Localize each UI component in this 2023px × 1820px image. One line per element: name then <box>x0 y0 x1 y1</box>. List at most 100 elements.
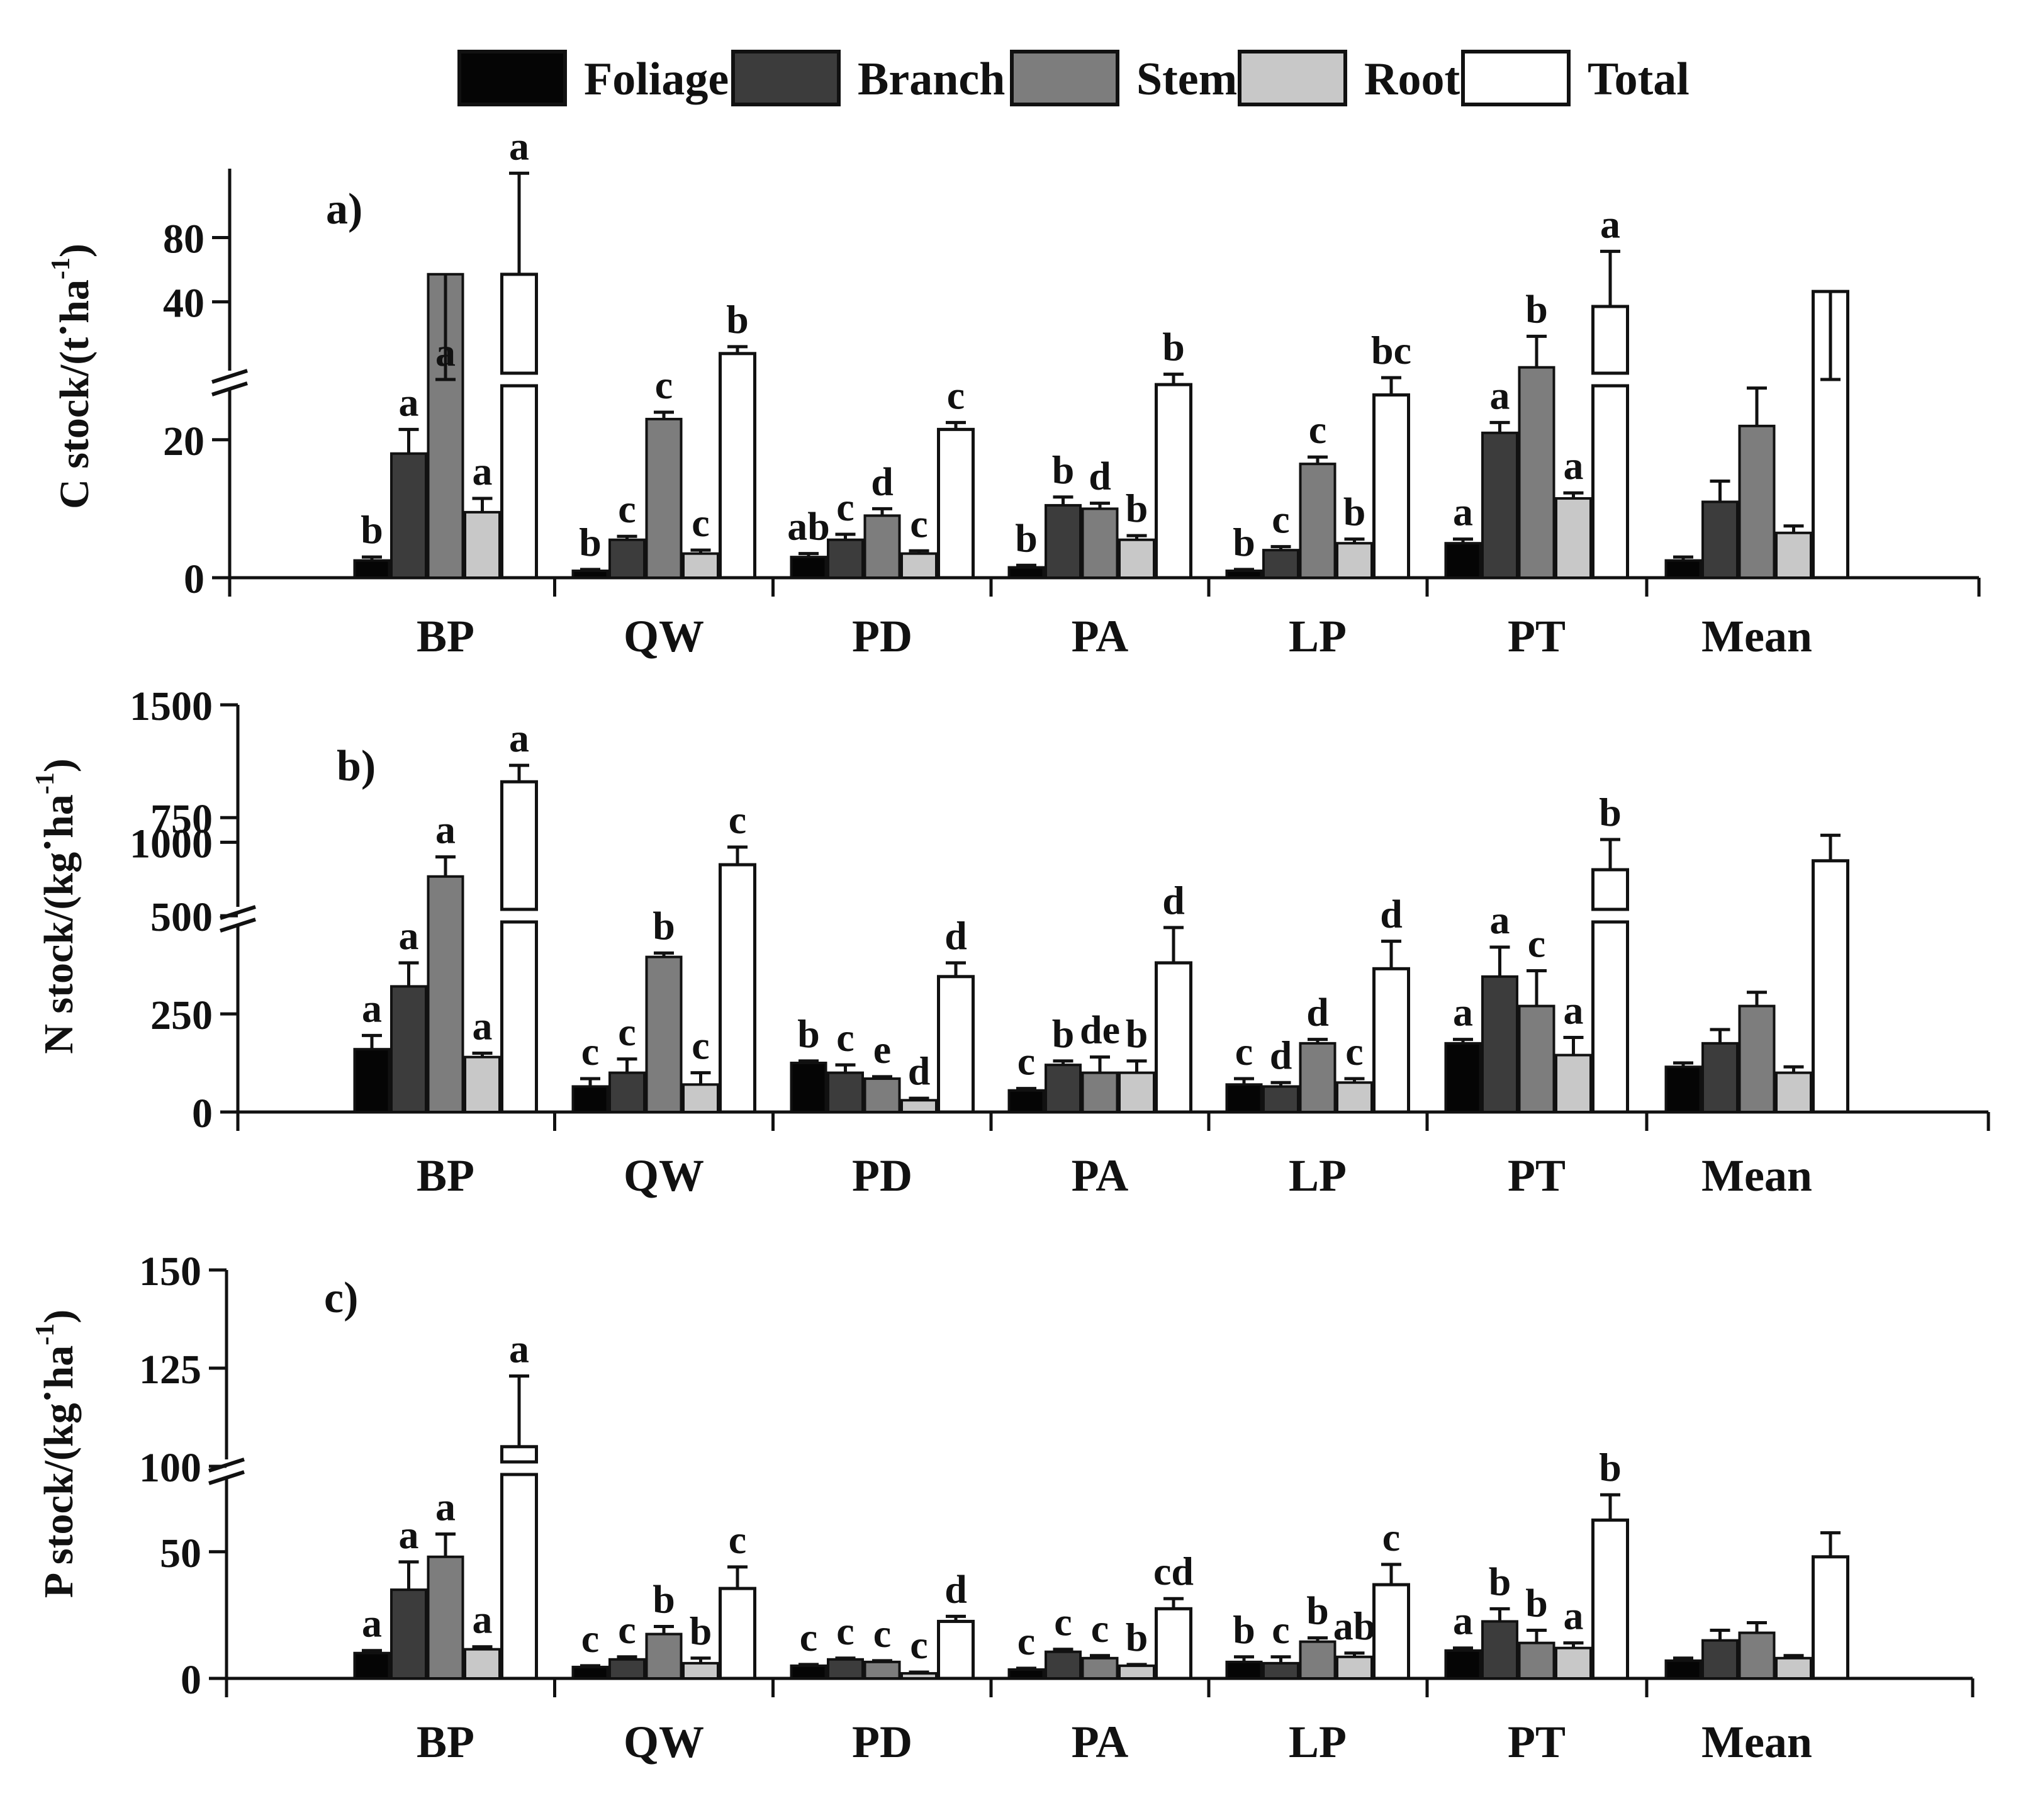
legend-swatch-total <box>1461 50 1571 106</box>
bar-branch <box>827 1071 864 1113</box>
bar-foliage <box>790 1664 827 1680</box>
y-tick-label: 1500 <box>130 683 213 729</box>
y-tick-label: 750 <box>150 796 213 842</box>
significance-letter: a <box>435 1485 456 1529</box>
panel-label: b) <box>337 742 376 790</box>
significance-letter: b <box>797 1011 820 1056</box>
bar-stem <box>1299 1042 1337 1113</box>
legend-swatch-branch <box>731 50 841 106</box>
bar-total-upper <box>500 1445 538 1464</box>
bar-branch <box>608 1071 646 1113</box>
significance-letter: b <box>1126 1011 1148 1056</box>
bar-foliage <box>1444 1649 1482 1680</box>
y-tick-label: 80 <box>163 216 205 262</box>
panel-label: c) <box>324 1274 358 1322</box>
bar-foliage <box>790 556 827 579</box>
significance-letter: b <box>1052 1011 1075 1056</box>
significance-letter: a <box>1564 1593 1584 1638</box>
bar-branch <box>1262 549 1299 579</box>
bar-stem <box>863 514 901 579</box>
category-label: Mean <box>1701 1150 1812 1201</box>
significance-letter: a <box>1490 373 1510 417</box>
significance-letter: a <box>362 986 382 1030</box>
significance-letter: c <box>1272 497 1289 542</box>
bar-root <box>1336 1081 1373 1113</box>
y-tick-label: 0 <box>192 1091 213 1137</box>
bar-root <box>1555 497 1592 580</box>
significance-letter: a <box>435 807 456 852</box>
category-label: QW <box>624 1150 704 1201</box>
significance-letter: d <box>1162 878 1185 923</box>
bar-branch <box>608 1658 646 1680</box>
significance-letter: d <box>871 459 894 503</box>
y-tick-label: 500 <box>150 894 213 940</box>
bar-stem <box>863 1660 901 1680</box>
bar-total <box>1372 967 1410 1114</box>
significance-letter: c <box>873 1611 891 1656</box>
bar-root <box>1118 1664 1155 1680</box>
y-tick-label: 250 <box>150 992 213 1038</box>
bar-total <box>1155 961 1192 1114</box>
bar-total <box>1155 383 1192 580</box>
y-axis-label: N stock/(kg·ha-1) <box>25 758 82 1054</box>
significance-letter: c <box>692 500 709 545</box>
significance-letter: c <box>910 1622 927 1667</box>
legend: Foliage Branch Stem Root Total <box>457 50 1690 106</box>
y-axis-label-part: · <box>25 1389 70 1403</box>
significance-letter: c <box>581 1616 599 1661</box>
significance-letter: a <box>399 913 419 958</box>
bar-stem <box>1299 463 1337 579</box>
significance-letter: c <box>1309 407 1326 452</box>
significance-letter: a <box>1453 990 1473 1035</box>
significance-letter: b <box>1525 286 1548 331</box>
bar-branch <box>1045 1064 1082 1114</box>
category-label: PT <box>1508 1150 1566 1201</box>
bar-branch <box>390 452 427 579</box>
bar-stem <box>1081 507 1119 580</box>
bar-root <box>682 552 719 580</box>
bar-stem <box>863 1077 901 1113</box>
significance-letter: a <box>435 330 456 374</box>
significance-letter: c <box>1054 1600 1072 1644</box>
bar-root <box>682 1083 719 1114</box>
y-tick-label: 125 <box>139 1347 201 1393</box>
significance-letter: c <box>581 1029 599 1074</box>
bar-total <box>719 352 756 580</box>
bar-total <box>1812 1555 1849 1680</box>
significance-letter: b <box>653 903 675 948</box>
significance-letter: b <box>1306 1588 1329 1633</box>
bar-foliage <box>1444 1042 1482 1113</box>
legend-label-branch: Branch <box>858 53 1005 105</box>
bar-stem <box>427 1555 464 1680</box>
significance-letter: d <box>1089 454 1111 498</box>
bar-total <box>500 1473 538 1680</box>
bar-foliage <box>1225 570 1263 579</box>
bar-foliage <box>1007 1668 1045 1680</box>
y-axis-label: P stock/(kg·ha-1) <box>25 1310 82 1598</box>
bar-foliage <box>353 559 391 579</box>
y-axis-label-part: -1 <box>47 257 76 279</box>
significance-letter: c <box>618 486 636 531</box>
significance-letter: a <box>1453 1598 1473 1643</box>
bar-foliage <box>1664 559 1702 579</box>
category-label: PD <box>852 611 912 661</box>
bar-root <box>464 1055 501 1114</box>
y-axis-label-part: ha <box>36 1345 82 1390</box>
significance-letter: b <box>1599 1445 1622 1490</box>
axis-break-mark <box>211 369 248 384</box>
legend-swatch-foliage <box>457 50 567 106</box>
bar-branch <box>1701 1639 1739 1680</box>
y-axis-label-part: -1 <box>31 772 60 794</box>
significance-letter: de <box>1080 1008 1120 1052</box>
significance-letter: b <box>1126 486 1148 531</box>
significance-letter: b <box>1343 490 1366 534</box>
significance-letter: a <box>362 1601 382 1646</box>
category-label: QW <box>624 1717 704 1767</box>
bar-total <box>719 863 756 1114</box>
significance-letter: c <box>729 797 746 842</box>
significance-letter: c <box>910 501 927 546</box>
significance-letter: a <box>473 1003 493 1048</box>
